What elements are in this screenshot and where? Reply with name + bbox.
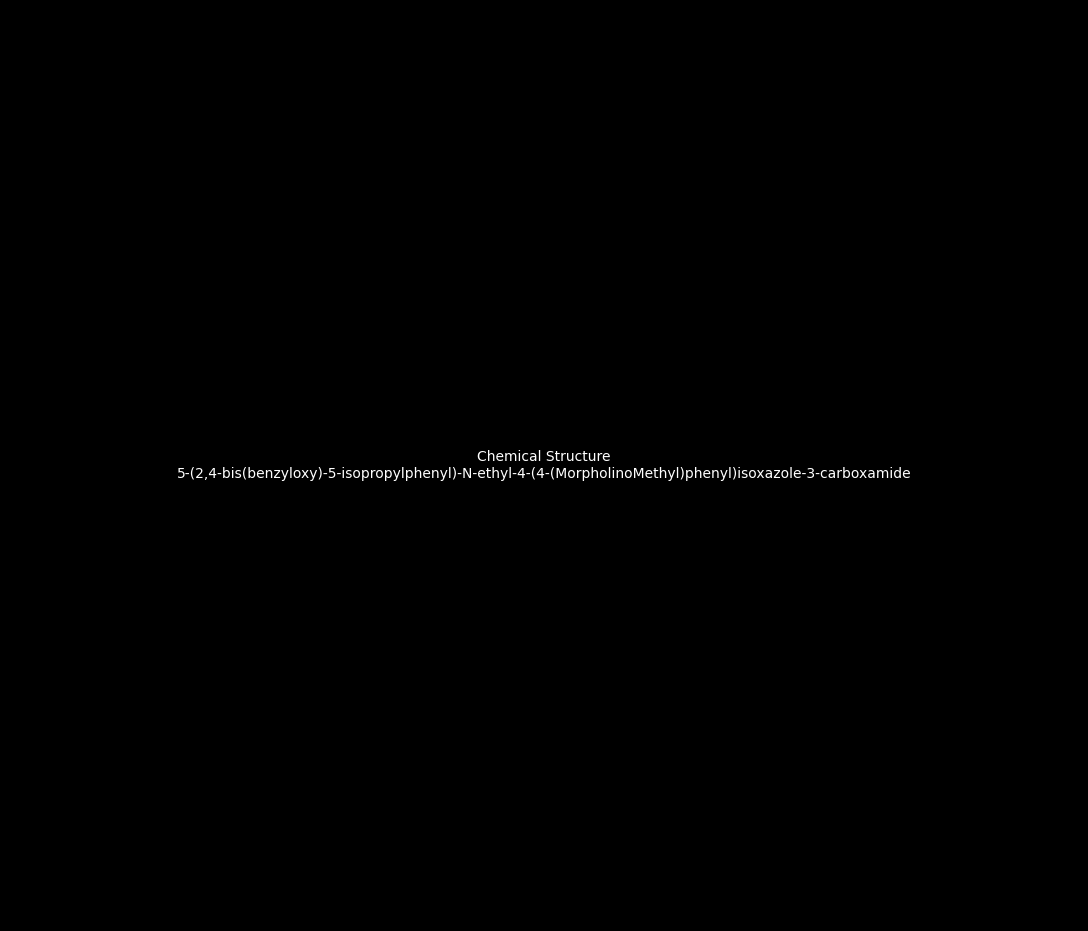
Text: Chemical Structure
5-(2,4-bis(benzyloxy)-5-isopropylphenyl)-N-ethyl-4-(4-(Morpho: Chemical Structure 5-(2,4-bis(benzyloxy)…: [176, 451, 912, 480]
